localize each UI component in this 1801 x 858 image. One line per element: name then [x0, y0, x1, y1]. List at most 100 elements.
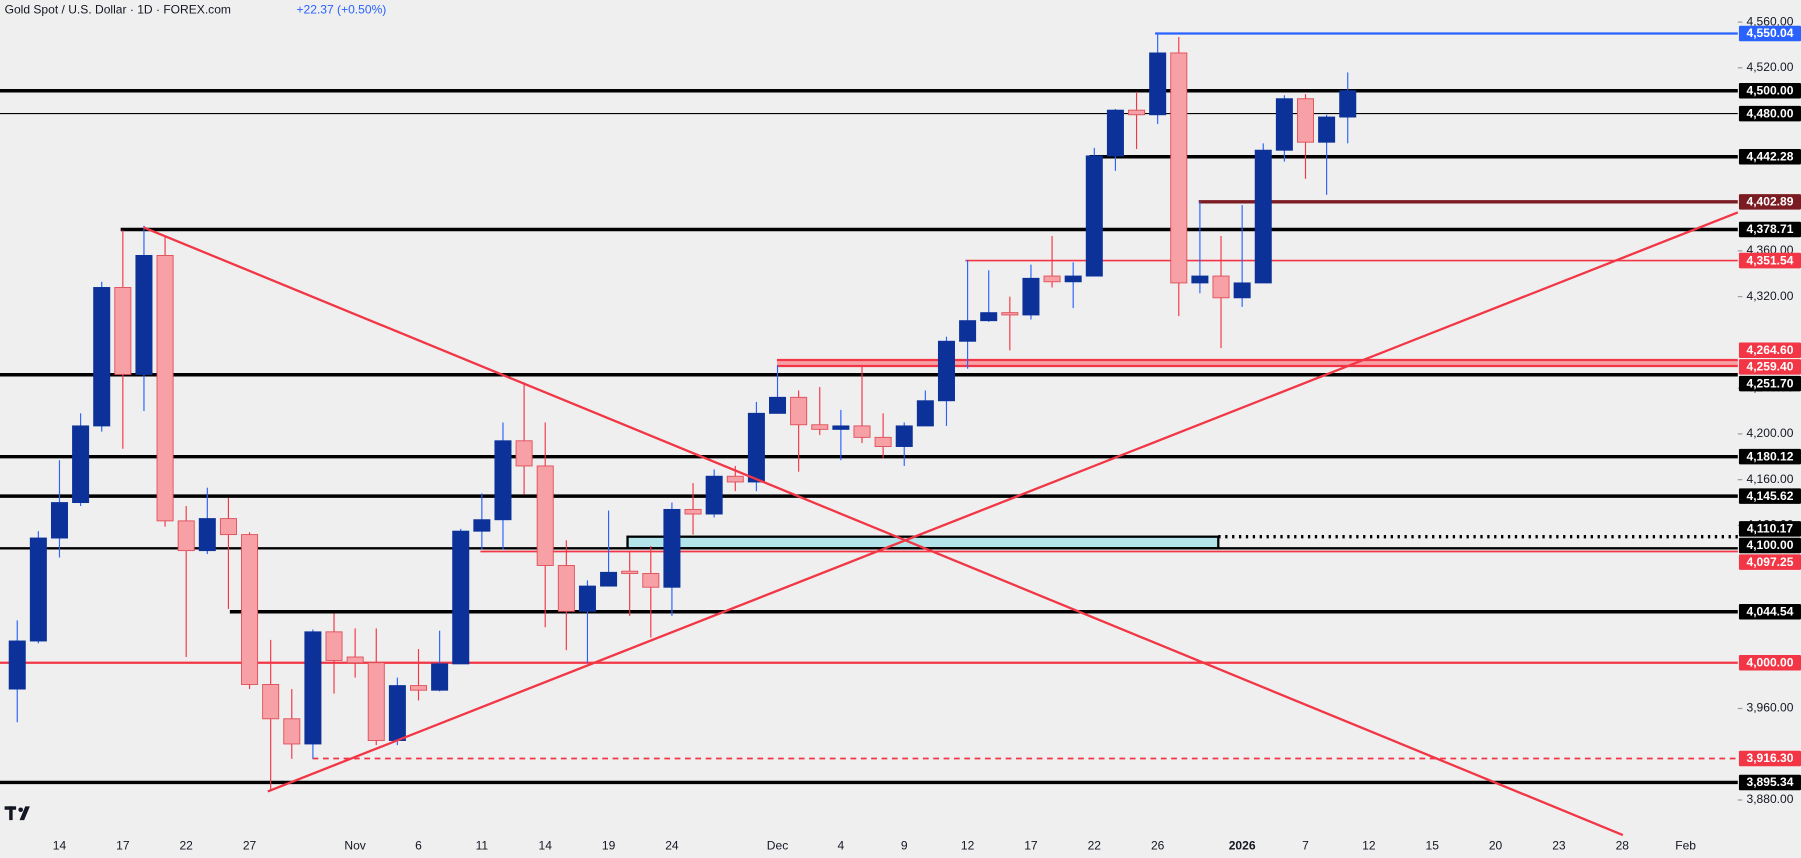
candle-body — [1043, 275, 1061, 283]
candle-body — [367, 662, 385, 741]
y-tick-label: 4,520.00 — [1747, 60, 1794, 74]
candle-body — [747, 412, 765, 483]
level-label: 4,402.89 — [1747, 195, 1794, 209]
logo — [4, 806, 30, 821]
zone — [776, 360, 1738, 366]
level-label-bg — [1738, 554, 1801, 570]
y-tick-label: 4,160.00 — [1747, 472, 1794, 486]
x-tick-label: 14 — [53, 839, 67, 853]
level-label-bg — [1738, 105, 1801, 122]
candle-body — [557, 565, 575, 612]
level-label-bg — [1738, 488, 1801, 504]
x-tick-label: 14 — [539, 839, 553, 853]
x-tick-label: 19 — [602, 839, 616, 853]
trendline — [143, 226, 1624, 837]
candle-body — [1170, 52, 1188, 284]
level-label: 4,044.54 — [1747, 605, 1794, 619]
level-label: 4,259.40 — [1747, 360, 1794, 374]
level-label-bg — [1738, 654, 1801, 671]
y-tick-label: 4,200.00 — [1747, 426, 1794, 440]
candle-body — [1296, 98, 1315, 143]
candle-body — [1106, 109, 1124, 157]
level-label-bg — [1738, 221, 1801, 238]
candle-body — [705, 475, 723, 515]
level-label-bg — [1738, 604, 1801, 620]
level-label-bg — [1738, 359, 1801, 375]
level-label-bg — [1738, 149, 1801, 165]
x-tick-label: 7 — [1302, 839, 1309, 853]
candle-body — [1275, 98, 1293, 151]
logo-part — [18, 807, 23, 813]
candle-body — [198, 518, 216, 552]
trendlines — [143, 211, 1739, 837]
x-tick-label: Feb — [1675, 839, 1696, 853]
level-label: 4,264.60 — [1747, 343, 1794, 357]
x-tick-label: 26 — [1151, 839, 1165, 853]
candle-body — [726, 475, 744, 483]
candle-body — [790, 396, 808, 426]
x-tick-label: 27 — [243, 839, 257, 853]
x-tick-label: 22 — [1088, 839, 1102, 853]
candle-body — [642, 573, 660, 588]
candle-body — [346, 656, 364, 664]
candle-body — [536, 465, 554, 566]
y-tick-label: 4,320.00 — [1747, 289, 1794, 303]
x-tick-label: Nov — [344, 839, 365, 853]
candle-body — [980, 312, 998, 322]
candle-body — [135, 254, 153, 375]
trendline — [267, 211, 1739, 793]
level-label-bg — [1738, 25, 1801, 42]
level-label-bg — [1738, 342, 1801, 359]
level-label: 4,251.70 — [1747, 376, 1794, 390]
level-label-bg — [1738, 774, 1801, 791]
x-tick-label: 24 — [665, 839, 679, 853]
x-tick-label: 4 — [838, 839, 845, 853]
candle-body — [600, 571, 618, 587]
level-label: 4,110.17 — [1747, 522, 1794, 536]
candle-body — [874, 436, 892, 447]
x-tick-label: 28 — [1616, 839, 1630, 853]
y-tick-label: 4,560.00 — [1747, 14, 1794, 28]
candle-body — [114, 287, 132, 375]
candle-body — [93, 287, 111, 427]
candle-body — [853, 425, 871, 438]
level-label: 3,916.30 — [1747, 751, 1794, 765]
candle-body — [29, 537, 47, 642]
candle-body — [663, 508, 681, 588]
level-label: 4,480.00 — [1747, 106, 1794, 120]
candle-body — [219, 518, 237, 536]
candle-body — [473, 519, 491, 532]
logo-part — [9, 806, 13, 821]
x-tick-label: 17 — [116, 839, 130, 853]
candle-body — [1318, 116, 1336, 143]
candle-body — [8, 640, 26, 690]
candle-body — [1001, 312, 1019, 316]
candle-body — [72, 425, 90, 504]
level-label-bg — [1738, 82, 1801, 99]
candle-body — [1064, 275, 1082, 283]
candle-body — [811, 424, 829, 430]
candle-body — [1128, 109, 1146, 116]
level-label: 4,097.25 — [1747, 555, 1794, 569]
candle-body — [515, 440, 533, 467]
level-label: 4,442.28 — [1747, 150, 1794, 164]
level-label: 3,895.34 — [1747, 775, 1794, 789]
x-tick-label: 20 — [1489, 839, 1503, 853]
y-tick-label: 3,960.00 — [1747, 701, 1794, 715]
level-label: 4,180.12 — [1747, 449, 1794, 463]
candle-body — [769, 396, 787, 414]
candle-body — [937, 340, 955, 402]
candle-body — [1149, 52, 1167, 116]
x-tick-label: 2026 — [1229, 839, 1256, 853]
x-tick-label: 12 — [961, 839, 975, 853]
level-label: 4,500.00 — [1747, 83, 1794, 97]
x-tick-label: 22 — [179, 839, 193, 853]
candle-body — [409, 685, 428, 691]
x-tick-label: Dec — [767, 839, 788, 853]
candle-body — [431, 663, 449, 691]
candle-body — [283, 718, 301, 745]
candle-body — [832, 425, 850, 430]
level-label-bg — [1738, 448, 1801, 465]
candle-body — [177, 520, 195, 552]
